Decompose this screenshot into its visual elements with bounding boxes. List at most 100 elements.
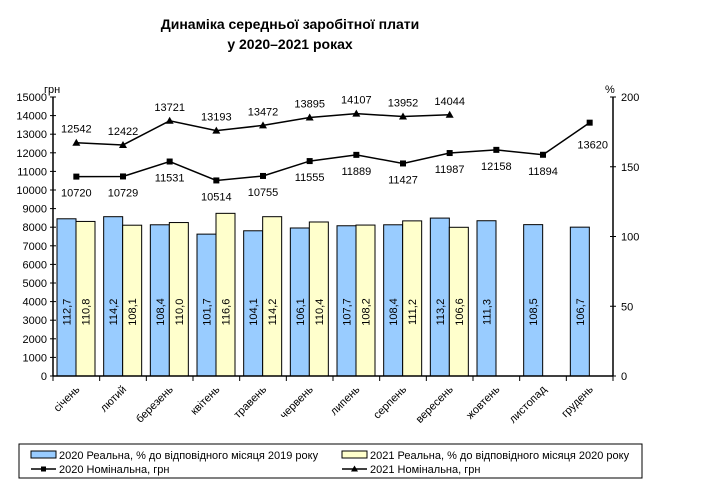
point-value-label: 10720 xyxy=(61,188,92,200)
left-tick-label: 13000 xyxy=(16,129,47,141)
point-triangle-marker xyxy=(305,113,314,121)
left-tick-label: 11000 xyxy=(17,166,47,178)
legend-swatch-2020-real xyxy=(30,450,57,459)
bar-value-label: 106,7 xyxy=(575,298,587,326)
left-axis-label: грн xyxy=(44,84,60,96)
left-tick-label: 1000 xyxy=(23,352,47,364)
point-square-marker xyxy=(540,151,546,158)
point-square-marker xyxy=(446,150,453,157)
point-value-label: 12542 xyxy=(61,124,92,136)
right-tick-label: 200 xyxy=(621,92,639,104)
x-tick-label: січень xyxy=(52,383,83,414)
bar-value-label: 107,7 xyxy=(342,298,354,326)
left-tick-label: 6000 xyxy=(23,259,47,271)
legend-label-2021-nominal: 2021 Номінальна, грн xyxy=(370,464,480,476)
right-tick-label: 50 xyxy=(621,301,633,313)
point-value-label: 11894 xyxy=(528,166,558,178)
x-tick-label: серпень xyxy=(371,383,409,421)
x-tick-label: листопад xyxy=(507,383,550,426)
point-square-marker xyxy=(120,173,126,180)
x-tick-label: грудень xyxy=(559,383,596,420)
point-value-label: 11427 xyxy=(388,174,418,186)
point-value-label: 13472 xyxy=(248,106,279,118)
legend: 2020 Реальна, % до відповідного місяця 2… xyxy=(18,443,643,479)
bar-value-label: 114,2 xyxy=(108,299,120,326)
bar-2020-real xyxy=(56,218,77,377)
bar-2021-real xyxy=(215,212,236,377)
point-value-label: 13952 xyxy=(388,97,419,109)
left-tick-label: 5000 xyxy=(23,278,47,290)
point-triangle-marker xyxy=(119,140,127,148)
point-square-marker xyxy=(586,119,593,126)
bar-value-label: 112,7 xyxy=(62,299,74,326)
left-tick-label: 15000 xyxy=(16,92,47,104)
bar-value-label: 101,7 xyxy=(202,298,214,326)
bar-value-label: 106,1 xyxy=(295,298,307,326)
point-value-label: 13193 xyxy=(201,112,232,124)
point-square-marker xyxy=(260,172,266,179)
point-triangle-marker xyxy=(212,126,221,134)
point-triangle-marker xyxy=(165,116,174,124)
point-value-label: 13895 xyxy=(294,99,325,111)
legend-label-2020-nominal: 2020 Номінальна, грн xyxy=(59,464,169,476)
legend-label-2020-real: 2020 Реальна, % до відповідного місяця 2… xyxy=(59,450,319,462)
bar-value-label: 111,3 xyxy=(482,299,494,325)
bar-value-label: 113,2 xyxy=(435,299,447,326)
x-tick-label: жовтень xyxy=(464,383,502,421)
left-tick-label: 3000 xyxy=(23,315,47,327)
right-axis-label: % xyxy=(605,84,615,96)
point-square-marker xyxy=(353,151,360,158)
right-tick-label: 100 xyxy=(621,232,639,244)
line-2020-nominal xyxy=(76,122,591,182)
x-tick-label: квітень xyxy=(189,383,223,417)
point-value-label: 10514 xyxy=(201,191,232,203)
chart-title-line1: Динаміка середньої заробітної плати xyxy=(161,16,419,32)
point-square-marker xyxy=(213,177,220,184)
point-value-label: 13620 xyxy=(577,140,608,152)
point-value-label: 11889 xyxy=(341,166,371,178)
point-value-label: 14107 xyxy=(341,95,372,107)
bar-2020-real xyxy=(103,216,124,377)
x-tick-label: травень xyxy=(232,383,270,421)
bar-2020-real xyxy=(429,217,450,377)
x-tick-label: червень xyxy=(278,383,316,421)
left-tick-label: 10000 xyxy=(16,185,47,197)
x-tick-label: липень xyxy=(328,383,362,417)
bar-2020-real xyxy=(476,220,497,377)
left-tick-label: 2000 xyxy=(23,334,47,346)
x-tick-label: лютий xyxy=(98,384,129,415)
right-tick-label: 150 xyxy=(621,162,639,174)
bar-value-label: 108,1 xyxy=(127,298,139,326)
point-value-label: 13721 xyxy=(154,102,185,114)
bar-value-label: 111,2 xyxy=(407,299,419,325)
bar-value-label: 108,4 xyxy=(155,298,167,326)
point-value-label: 11531 xyxy=(155,173,185,185)
bar-value-label: 114,2 xyxy=(267,299,279,326)
point-square-marker xyxy=(73,173,80,180)
left-tick-label: 14000 xyxy=(16,111,47,123)
left-tick-label: 8000 xyxy=(23,222,47,234)
point-value-label: 11555 xyxy=(295,172,325,184)
bar-value-label: 110,0 xyxy=(174,299,186,326)
bar-value-label: 106,6 xyxy=(454,298,466,326)
bar-value-label: 110,4 xyxy=(314,299,326,326)
bar-value-label: 110,8 xyxy=(81,299,93,326)
bar-value-label: 108,5 xyxy=(528,298,540,326)
bar-value-label: 116,6 xyxy=(221,299,233,326)
point-square-marker xyxy=(400,160,406,167)
point-value-label: 10755 xyxy=(248,187,279,199)
right-tick-label: 0 xyxy=(621,371,627,383)
point-value-label: 14044 xyxy=(434,96,465,108)
chart-title-line2: у 2020–2021 роках xyxy=(227,36,353,52)
left-tick-label: 4000 xyxy=(23,297,47,309)
point-triangle-marker xyxy=(72,138,81,146)
bar-2021-real xyxy=(402,220,423,377)
legend-label-2021-real: 2021 Реальна, % до відповідного місяця 2… xyxy=(370,450,630,462)
bar-value-label: 104,1 xyxy=(248,298,260,326)
point-value-label: 12422 xyxy=(108,126,139,138)
point-triangle-marker xyxy=(445,110,454,118)
bar-2021-real xyxy=(262,216,283,377)
point-value-label: 10729 xyxy=(108,187,139,199)
point-value-label: 12158 xyxy=(481,161,512,173)
